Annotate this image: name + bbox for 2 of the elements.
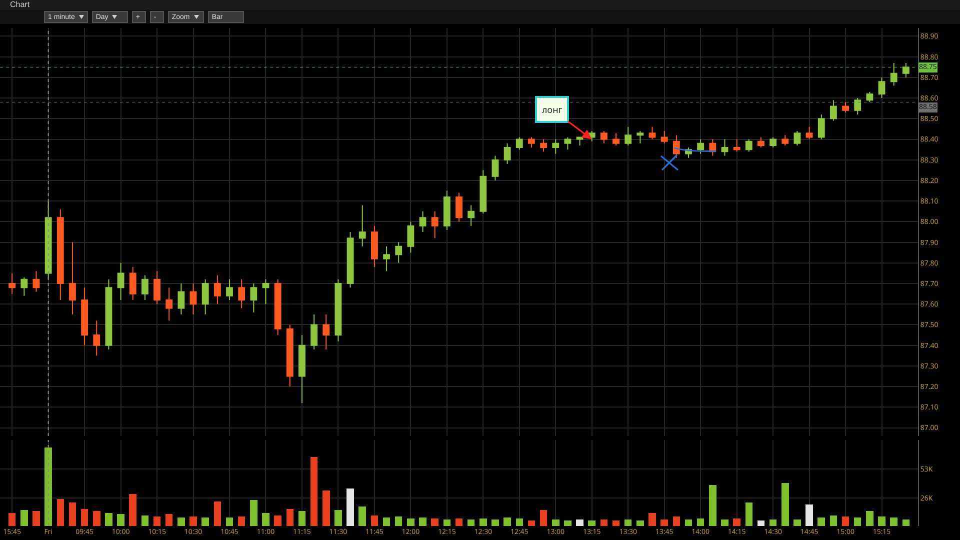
annotation: лонг [542,103,562,116]
chart-title: Chart [0,0,960,10]
